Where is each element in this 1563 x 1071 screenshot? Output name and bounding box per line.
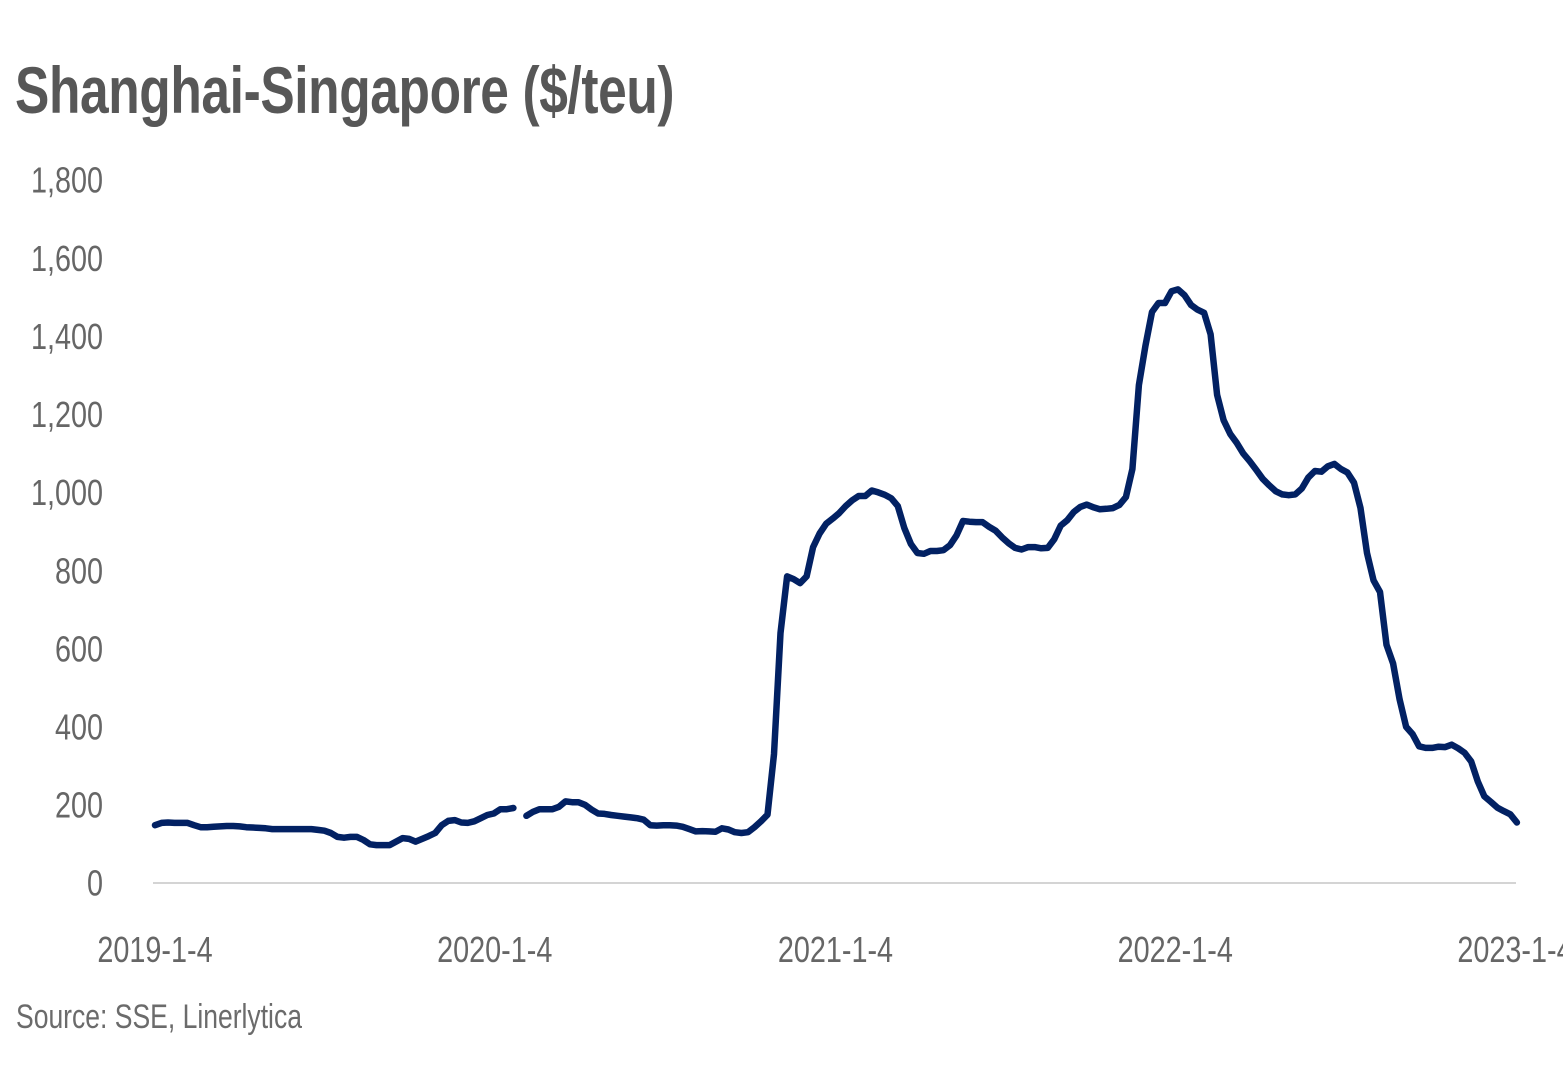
y-tick-label: 1,200: [31, 394, 103, 435]
x-tick-label: 2021-1-4: [778, 929, 893, 970]
y-tick-label: 200: [55, 784, 103, 825]
y-tick-label: 1,000: [31, 472, 103, 513]
chart-title: Shanghai-Singapore ($/teu): [15, 53, 675, 127]
x-tick-label: 2022-1-4: [1118, 929, 1233, 970]
series-line-segment: [151, 804, 517, 849]
y-tick-label: 0: [87, 863, 103, 904]
y-axis-ticks: 0 200 400 600 800 1,000 1,200 1,400 1,600 1,800: [31, 160, 103, 904]
y-tick-label: 800: [55, 550, 103, 591]
series-line-segment: [523, 286, 1521, 837]
y-tick-label: 600: [55, 628, 103, 669]
y-tick-label: 1,600: [31, 238, 103, 279]
series-lines: [151, 286, 1521, 849]
x-tick-label: 2020-1-4: [437, 929, 552, 970]
x-axis-ticks: 2019-1-4 2020-1-4 2021-1-4 2022-1-4 2023-1-4: [97, 929, 1563, 970]
x-tick-label: 2019-1-4: [97, 929, 212, 970]
y-tick-label: 1,800: [31, 160, 103, 201]
x-tick-label: 2023-1-4: [1457, 929, 1563, 970]
y-tick-label: 1,400: [31, 316, 103, 357]
y-tick-label: 400: [55, 706, 103, 747]
source-note: Source: SSE, Linerlytica: [16, 998, 302, 1036]
